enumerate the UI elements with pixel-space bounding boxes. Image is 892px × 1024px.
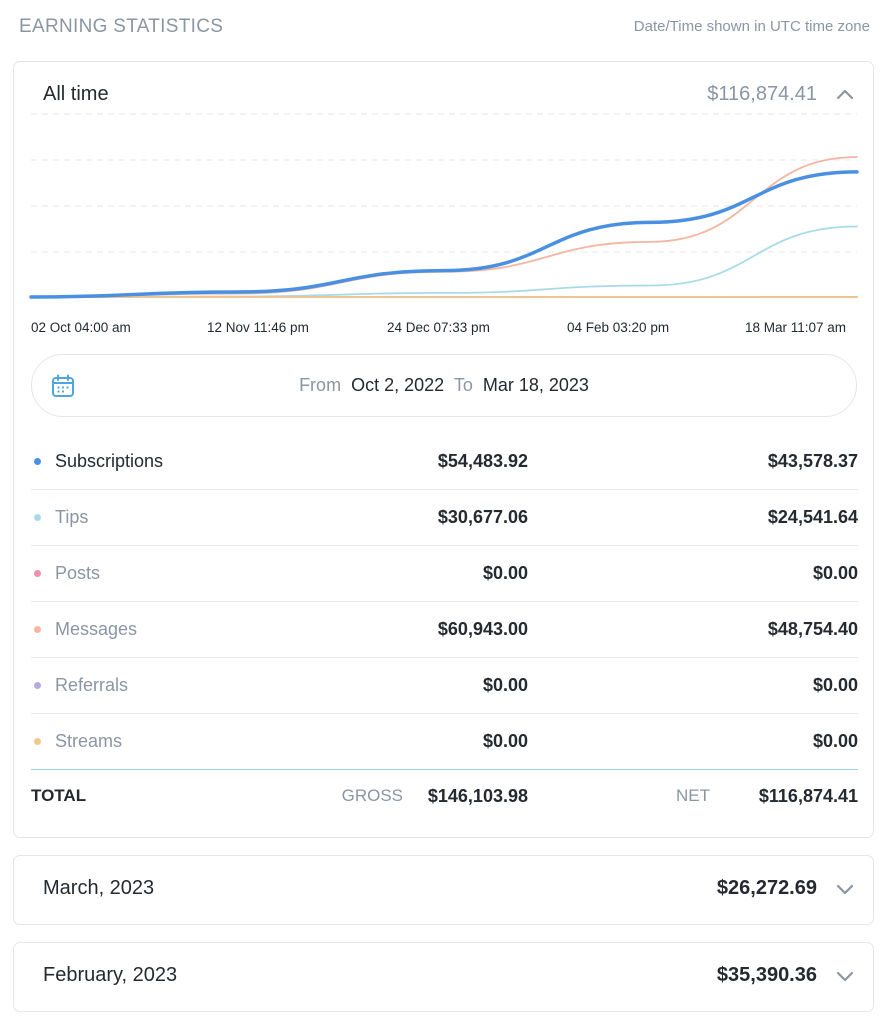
to-date: Mar 18, 2023 (482, 375, 589, 395)
earnings-chart: 02 Oct 04:00 am 12 Nov 11:46 pm 24 Dec 0… (14, 62, 875, 352)
streams-dot (34, 738, 41, 745)
from-date: Oct 2, 2022 (351, 375, 445, 395)
calendar-icon[interactable] (50, 373, 76, 399)
messages-dot (34, 626, 41, 633)
month-label: February, 2023 (43, 964, 178, 986)
total-gross-value: $146,103.98 (427, 786, 528, 806)
period-label: All time (43, 83, 109, 105)
net-amount: $48,754.40 (767, 619, 858, 639)
breakdown-row-streams[interactable]: Streams $0.00 $0.00 (31, 714, 858, 770)
total-net-value: $116,874.41 (758, 786, 858, 806)
referrals-dot (34, 682, 41, 689)
x-tick-label: 24 Dec 07:33 pm (387, 320, 490, 335)
gross-amount: $30,677.06 (437, 507, 528, 527)
series-line-subscriptions (29, 170, 859, 299)
all-time-card: All time $116,874.41 02 Oct 04:00 am 12 … (13, 61, 874, 838)
gross-amount: $0.00 (482, 675, 528, 695)
page-title: EARNING STATISTICS (19, 16, 224, 37)
category-name: Posts (55, 563, 101, 583)
x-tick-label: 12 Nov 11:46 pm (207, 320, 309, 335)
chevron-up-icon[interactable] (834, 84, 856, 106)
month-card-february[interactable]: February, 2023 $35,390.36 (13, 942, 874, 1012)
date-range-picker[interactable]: From Oct 2, 2022 To Mar 18, 2023 (31, 354, 857, 417)
gross-amount: $54,483.92 (437, 451, 528, 471)
period-amount: $116,874.41 (707, 83, 817, 105)
net-amount: $24,541.64 (767, 507, 858, 527)
breakdown-row-referrals[interactable]: Referrals $0.00 $0.00 (31, 658, 858, 714)
month-amount: $35,390.36 (716, 964, 817, 986)
category-name: Messages (55, 619, 138, 639)
month-card-march[interactable]: March, 2023 $26,272.69 (13, 855, 874, 925)
x-tick-label: 04 Feb 03:20 pm (567, 320, 670, 335)
earnings-chart-svg (29, 113, 859, 299)
date-range-text: From Oct 2, 2022 To Mar 18, 2023 (32, 375, 856, 396)
gross-amount: $0.00 (482, 563, 528, 583)
timezone-note: Date/Time shown in UTC time zone (633, 18, 870, 35)
series-line-tips (30, 225, 858, 298)
chevron-down-icon[interactable] (834, 965, 856, 987)
month-label: March, 2023 (43, 877, 155, 899)
net-amount: $0.00 (812, 563, 858, 583)
month-header[interactable]: March, 2023 $26,272.69 (14, 856, 873, 920)
category-name: Referrals (55, 675, 129, 695)
all-time-header[interactable]: All time $116,874.41 (14, 62, 873, 126)
net-label: NET (676, 786, 710, 805)
from-label: From (299, 375, 342, 395)
breakdown-row-posts[interactable]: Posts $0.00 $0.00 (31, 546, 858, 602)
month-header[interactable]: February, 2023 $35,390.36 (14, 943, 873, 1007)
breakdown-row-subscriptions[interactable]: Subscriptions $54,483.92 $43,578.37 (31, 434, 858, 490)
gross-amount: $60,943.00 (437, 619, 528, 639)
category-name: Tips (55, 507, 89, 527)
category-name: Streams (55, 731, 123, 751)
to-label: To (453, 375, 473, 395)
breakdown-row-messages[interactable]: Messages $60,943.00 $48,754.40 (31, 602, 858, 658)
total-row: TOTAL GROSS $146,103.98 NET $116,874.41 (31, 770, 858, 820)
net-amount: $0.00 (812, 731, 858, 751)
breakdown-row-tips[interactable]: Tips $30,677.06 $24,541.64 (31, 490, 858, 546)
month-amount: $26,272.69 (716, 877, 817, 899)
subscriptions-dot (34, 458, 41, 465)
x-tick-label: 18 Mar 11:07 am (745, 320, 847, 335)
gross-amount: $0.00 (482, 731, 528, 751)
category-name: Subscriptions (55, 451, 164, 471)
net-amount: $43,578.37 (767, 451, 858, 471)
gross-label: GROSS (341, 786, 403, 805)
page-header: EARNING STATISTICS Date/Time shown in UT… (19, 12, 870, 40)
earnings-breakdown: Subscriptions $54,483.92 $43,578.37 Tips… (31, 434, 858, 770)
posts-dot (34, 570, 41, 577)
tips-dot (34, 514, 41, 521)
total-label: TOTAL (31, 786, 87, 805)
chevron-down-icon[interactable] (834, 878, 856, 900)
net-amount: $0.00 (812, 675, 858, 695)
x-tick-label: 02 Oct 04:00 am (31, 320, 131, 335)
series-line-messages (30, 156, 858, 298)
